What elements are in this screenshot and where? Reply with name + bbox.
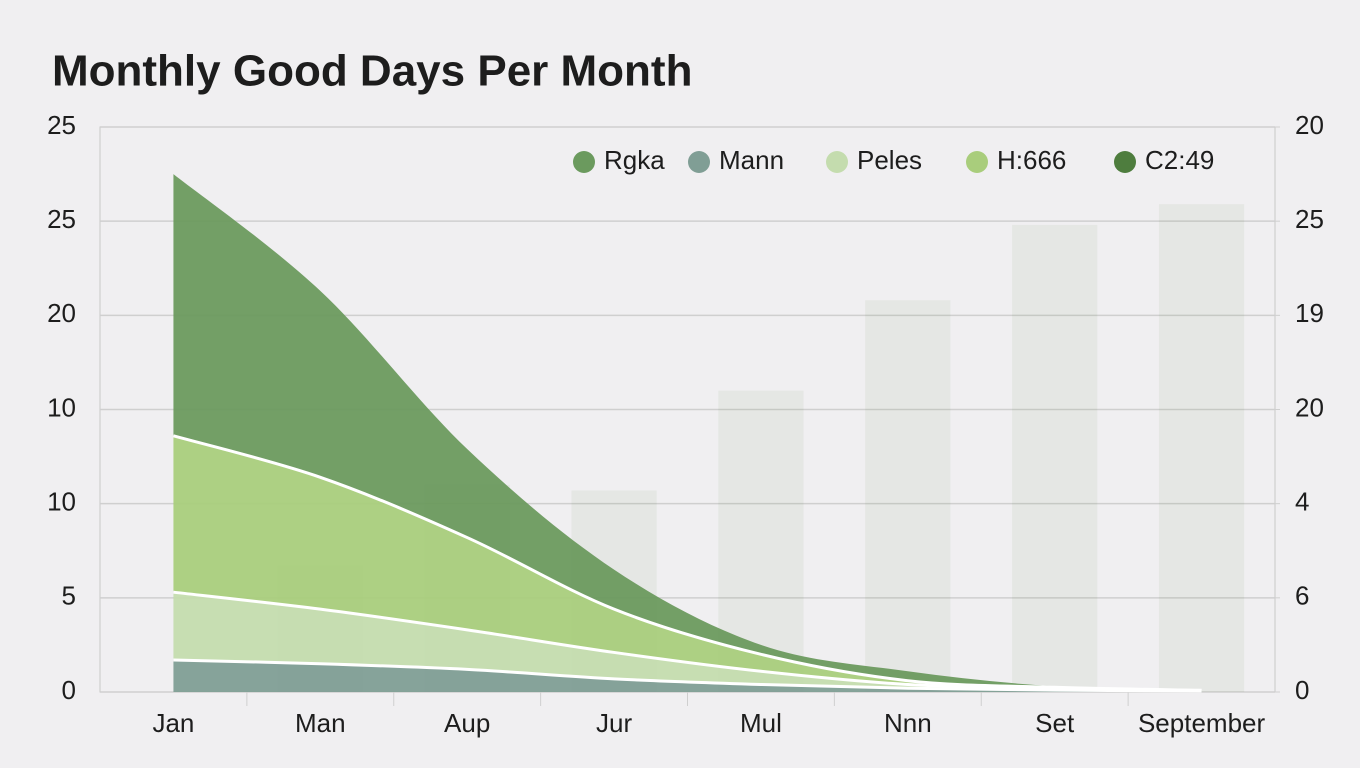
x-tick-label: Jur	[596, 708, 632, 738]
x-tick-label: Mul	[740, 708, 782, 738]
y2-tick-label: 19	[1295, 298, 1324, 328]
legend-swatch	[826, 151, 848, 173]
legend-swatch	[1114, 151, 1136, 173]
x-tick-label: Set	[1035, 708, 1075, 738]
bar	[1158, 204, 1245, 692]
y-tick-label: 25	[47, 204, 76, 234]
y-tick-label: 20	[47, 298, 76, 328]
legend-swatch	[573, 151, 595, 173]
y2-tick-label: 20	[1295, 110, 1324, 140]
legend-label: Peles	[857, 145, 922, 175]
legend-label: C2:49	[1145, 145, 1214, 175]
y-tick-label: 0	[62, 675, 76, 705]
x-tick-label: Man	[295, 708, 346, 738]
x-tick-label: September	[1138, 708, 1266, 738]
area-edge	[173, 590, 1202, 692]
area	[173, 435, 1202, 691]
x-tick-label: Aup	[444, 708, 490, 738]
x-tick-label: Nnn	[884, 708, 932, 738]
area	[173, 174, 1202, 691]
chart-title: Monthly Good Days Per Month	[52, 47, 692, 96]
y-tick-label: 10	[47, 392, 76, 422]
bar	[1012, 224, 1098, 692]
legend-label: Mann	[719, 145, 784, 175]
y2-tick-label: 25	[1295, 204, 1324, 234]
y-tick-label: 10	[47, 487, 76, 517]
y2-tick-label: 4	[1295, 487, 1309, 517]
y2-tick-label: 6	[1295, 581, 1309, 611]
y-tick-label: 5	[62, 581, 76, 611]
bar	[865, 300, 951, 692]
y-tick-label: 25	[47, 110, 76, 140]
legend-swatch	[688, 151, 710, 173]
y2-tick-label: 0	[1295, 675, 1309, 705]
legend-label: Rgka	[604, 145, 665, 175]
area-edge	[173, 658, 1202, 693]
x-tick-label: Jan	[152, 708, 194, 738]
legend: Rgka Mann Peles H:666 C2:49	[573, 145, 1214, 175]
legend-label: H:666	[997, 145, 1066, 175]
legend-swatch	[966, 151, 988, 173]
y2-tick-label: 20	[1295, 392, 1324, 422]
